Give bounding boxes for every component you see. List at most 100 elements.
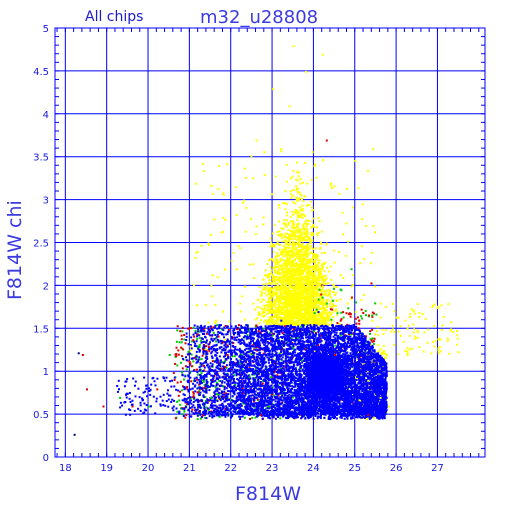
point-yellow	[308, 314, 311, 317]
point-yellow	[406, 347, 409, 350]
point-yellow	[287, 309, 289, 312]
point-yellow	[275, 293, 278, 296]
point-yellow	[298, 214, 301, 217]
point-yellow	[271, 318, 274, 321]
point-green	[350, 333, 353, 336]
point-yellow	[297, 271, 300, 274]
point-yellow	[280, 251, 283, 253]
point-yellow	[299, 302, 302, 305]
point-yellow	[281, 265, 284, 268]
point-yellow	[336, 286, 339, 288]
point-yellow	[312, 316, 315, 319]
point-yellow	[281, 237, 283, 240]
point-yellow	[287, 253, 290, 256]
point-yellow	[296, 209, 299, 212]
point-yellow	[293, 271, 296, 274]
point-yellow	[297, 226, 300, 229]
point-yellow	[279, 276, 282, 279]
point-yellow	[280, 150, 283, 153]
point-yellow	[331, 303, 334, 306]
point-yellow	[304, 245, 307, 248]
point-yellow	[283, 295, 286, 298]
point-yellow	[280, 253, 283, 256]
point-yellow	[312, 248, 315, 251]
point-green	[221, 361, 224, 364]
point-yellow	[304, 303, 307, 306]
point-yellow	[291, 298, 294, 301]
point-yellow	[302, 296, 305, 299]
point-yellow	[373, 285, 376, 288]
point-yellow	[242, 201, 245, 204]
point-red	[369, 330, 372, 333]
point-green	[196, 338, 199, 341]
point-blue	[260, 337, 263, 340]
point-yellow	[304, 313, 307, 316]
point-green	[218, 415, 221, 418]
point-yellow	[204, 348, 207, 351]
point-yellow	[305, 252, 308, 255]
point-yellow	[299, 236, 302, 239]
point-yellow	[284, 301, 287, 303]
point-yellow	[280, 299, 282, 302]
point-yellow	[277, 261, 280, 264]
point-blue	[243, 353, 246, 356]
point-yellow	[304, 307, 307, 309]
point-green	[217, 393, 220, 396]
point-blue	[252, 391, 255, 394]
point-blue	[254, 328, 257, 331]
point-yellow	[297, 318, 300, 321]
point-green	[292, 396, 295, 399]
point-red	[242, 392, 245, 394]
point-yellow	[299, 304, 302, 307]
point-yellow	[302, 298, 305, 301]
point-yellow	[300, 194, 303, 197]
point-yellow	[310, 270, 313, 273]
point-red	[257, 330, 260, 333]
point-yellow	[294, 307, 297, 310]
point-red	[352, 332, 355, 335]
point-yellow	[297, 257, 300, 260]
point-green	[340, 311, 343, 314]
point-yellow	[297, 294, 300, 297]
point-yellow	[304, 233, 307, 236]
point-red	[249, 417, 251, 420]
point-yellow	[312, 319, 314, 322]
point-yellow	[235, 213, 238, 216]
point-red	[349, 315, 352, 318]
point-red	[255, 324, 258, 327]
point-yellow	[298, 249, 301, 252]
point-yellow	[305, 280, 308, 283]
point-yellow	[300, 263, 303, 266]
point-yellow	[311, 312, 314, 315]
point-yellow	[290, 275, 293, 278]
point-red	[354, 317, 357, 320]
point-yellow	[317, 293, 320, 296]
point-green	[194, 329, 197, 332]
point-red	[348, 312, 351, 315]
point-yellow	[352, 274, 355, 277]
point-yellow	[295, 161, 298, 164]
point-yellow	[272, 266, 275, 269]
point-yellow	[289, 298, 292, 301]
point-red	[191, 408, 194, 411]
point-green	[181, 389, 184, 392]
point-yellow	[305, 283, 308, 286]
point-red	[192, 395, 195, 398]
point-yellow	[286, 232, 289, 235]
point-yellow	[292, 316, 295, 319]
point-blue	[345, 347, 348, 350]
point-yellow	[309, 316, 312, 319]
point-yellow	[286, 287, 289, 290]
point-yellow	[268, 323, 271, 326]
point-red	[256, 398, 259, 401]
point-yellow	[277, 315, 280, 317]
point-yellow	[301, 208, 304, 211]
point-yellow	[308, 284, 311, 287]
point-green	[364, 310, 367, 312]
point-yellow	[299, 309, 302, 312]
point-yellow	[279, 322, 282, 325]
point-green	[212, 332, 215, 334]
point-yellow	[291, 315, 294, 318]
point-yellow	[294, 292, 297, 295]
point-yellow	[262, 311, 265, 314]
